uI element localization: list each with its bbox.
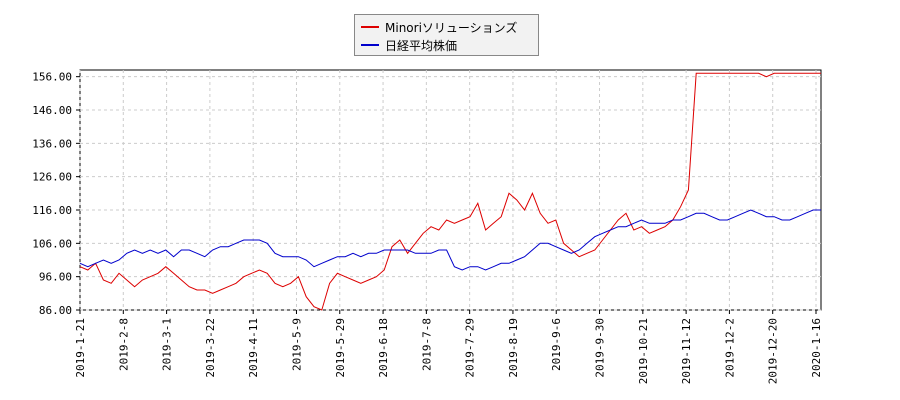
plot-area: [79, 69, 822, 311]
legend: Minoriソリューションズ 日経平均株価: [354, 14, 539, 56]
x-tick-label: 2019-3-22: [204, 318, 217, 378]
x-tick-label: 2019-3-1: [161, 318, 174, 371]
y-tick-label: 96.00: [39, 271, 72, 284]
y-tick-label: 156.00: [32, 71, 72, 84]
legend-label-series-2: 日経平均株価: [385, 38, 458, 53]
series-line-2: [79, 209, 821, 271]
legend-label-series-1: Minoriソリューションズ: [385, 20, 518, 35]
y-tick-label: 86.00: [39, 304, 72, 317]
grid: [79, 70, 821, 311]
y-tick-label: 116.00: [32, 204, 72, 217]
series-line-1: [79, 72, 821, 311]
x-tick-label: 2019-12-20: [767, 318, 780, 384]
y-tick-label: 136.00: [32, 137, 72, 150]
x-tick-label: 2019-12-2: [723, 318, 736, 378]
x-tick-label: 2019-2-8: [117, 318, 130, 371]
x-tick-label: 2019-9-30: [594, 318, 607, 378]
y-tick-label: 106.00: [32, 237, 72, 250]
y-tick-label: 126.00: [32, 171, 72, 184]
x-tick-label: 2019-8-19: [507, 318, 520, 378]
y-tick-label: 146.00: [32, 104, 72, 117]
x-tick-label: 2019-5-29: [334, 318, 347, 378]
x-tick-label: 2019-7-8: [420, 318, 433, 371]
x-axis-ticks: 2019-1-21 2019-2-8 2019-3-1 2019-3-22 2019-4…: [74, 310, 823, 384]
x-tick-label: 2019-6-18: [377, 318, 390, 378]
x-tick-label: 2019-9-6: [550, 318, 563, 371]
x-tick-label: 2019-1-21: [74, 318, 87, 378]
legend-swatch-series-2: [361, 44, 379, 46]
series-lines: [79, 72, 821, 311]
legend-swatch-series-1: [361, 26, 379, 28]
x-tick-label: 2019-4-11: [247, 318, 260, 378]
x-tick-label: 2019-10-21: [637, 318, 650, 384]
legend-item-series-1: Minoriソリューションズ: [361, 18, 517, 36]
legend-item-series-2: 日経平均株価: [361, 36, 457, 54]
y-axis-ticks: 86.00 96.00 106.00 116.00 126.00 136.00 146.00…: [32, 71, 80, 317]
x-tick-label: 2019-11-12: [680, 318, 693, 384]
x-tick-label: 2019-7-29: [464, 318, 477, 378]
x-tick-label: 2019-5-9: [290, 318, 303, 371]
x-tick-label: 2020-1-16: [810, 318, 823, 378]
